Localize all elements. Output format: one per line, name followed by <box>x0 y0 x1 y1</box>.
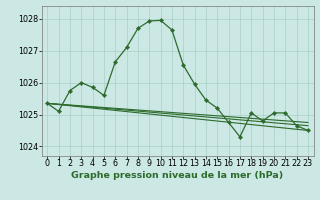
X-axis label: Graphe pression niveau de la mer (hPa): Graphe pression niveau de la mer (hPa) <box>71 171 284 180</box>
